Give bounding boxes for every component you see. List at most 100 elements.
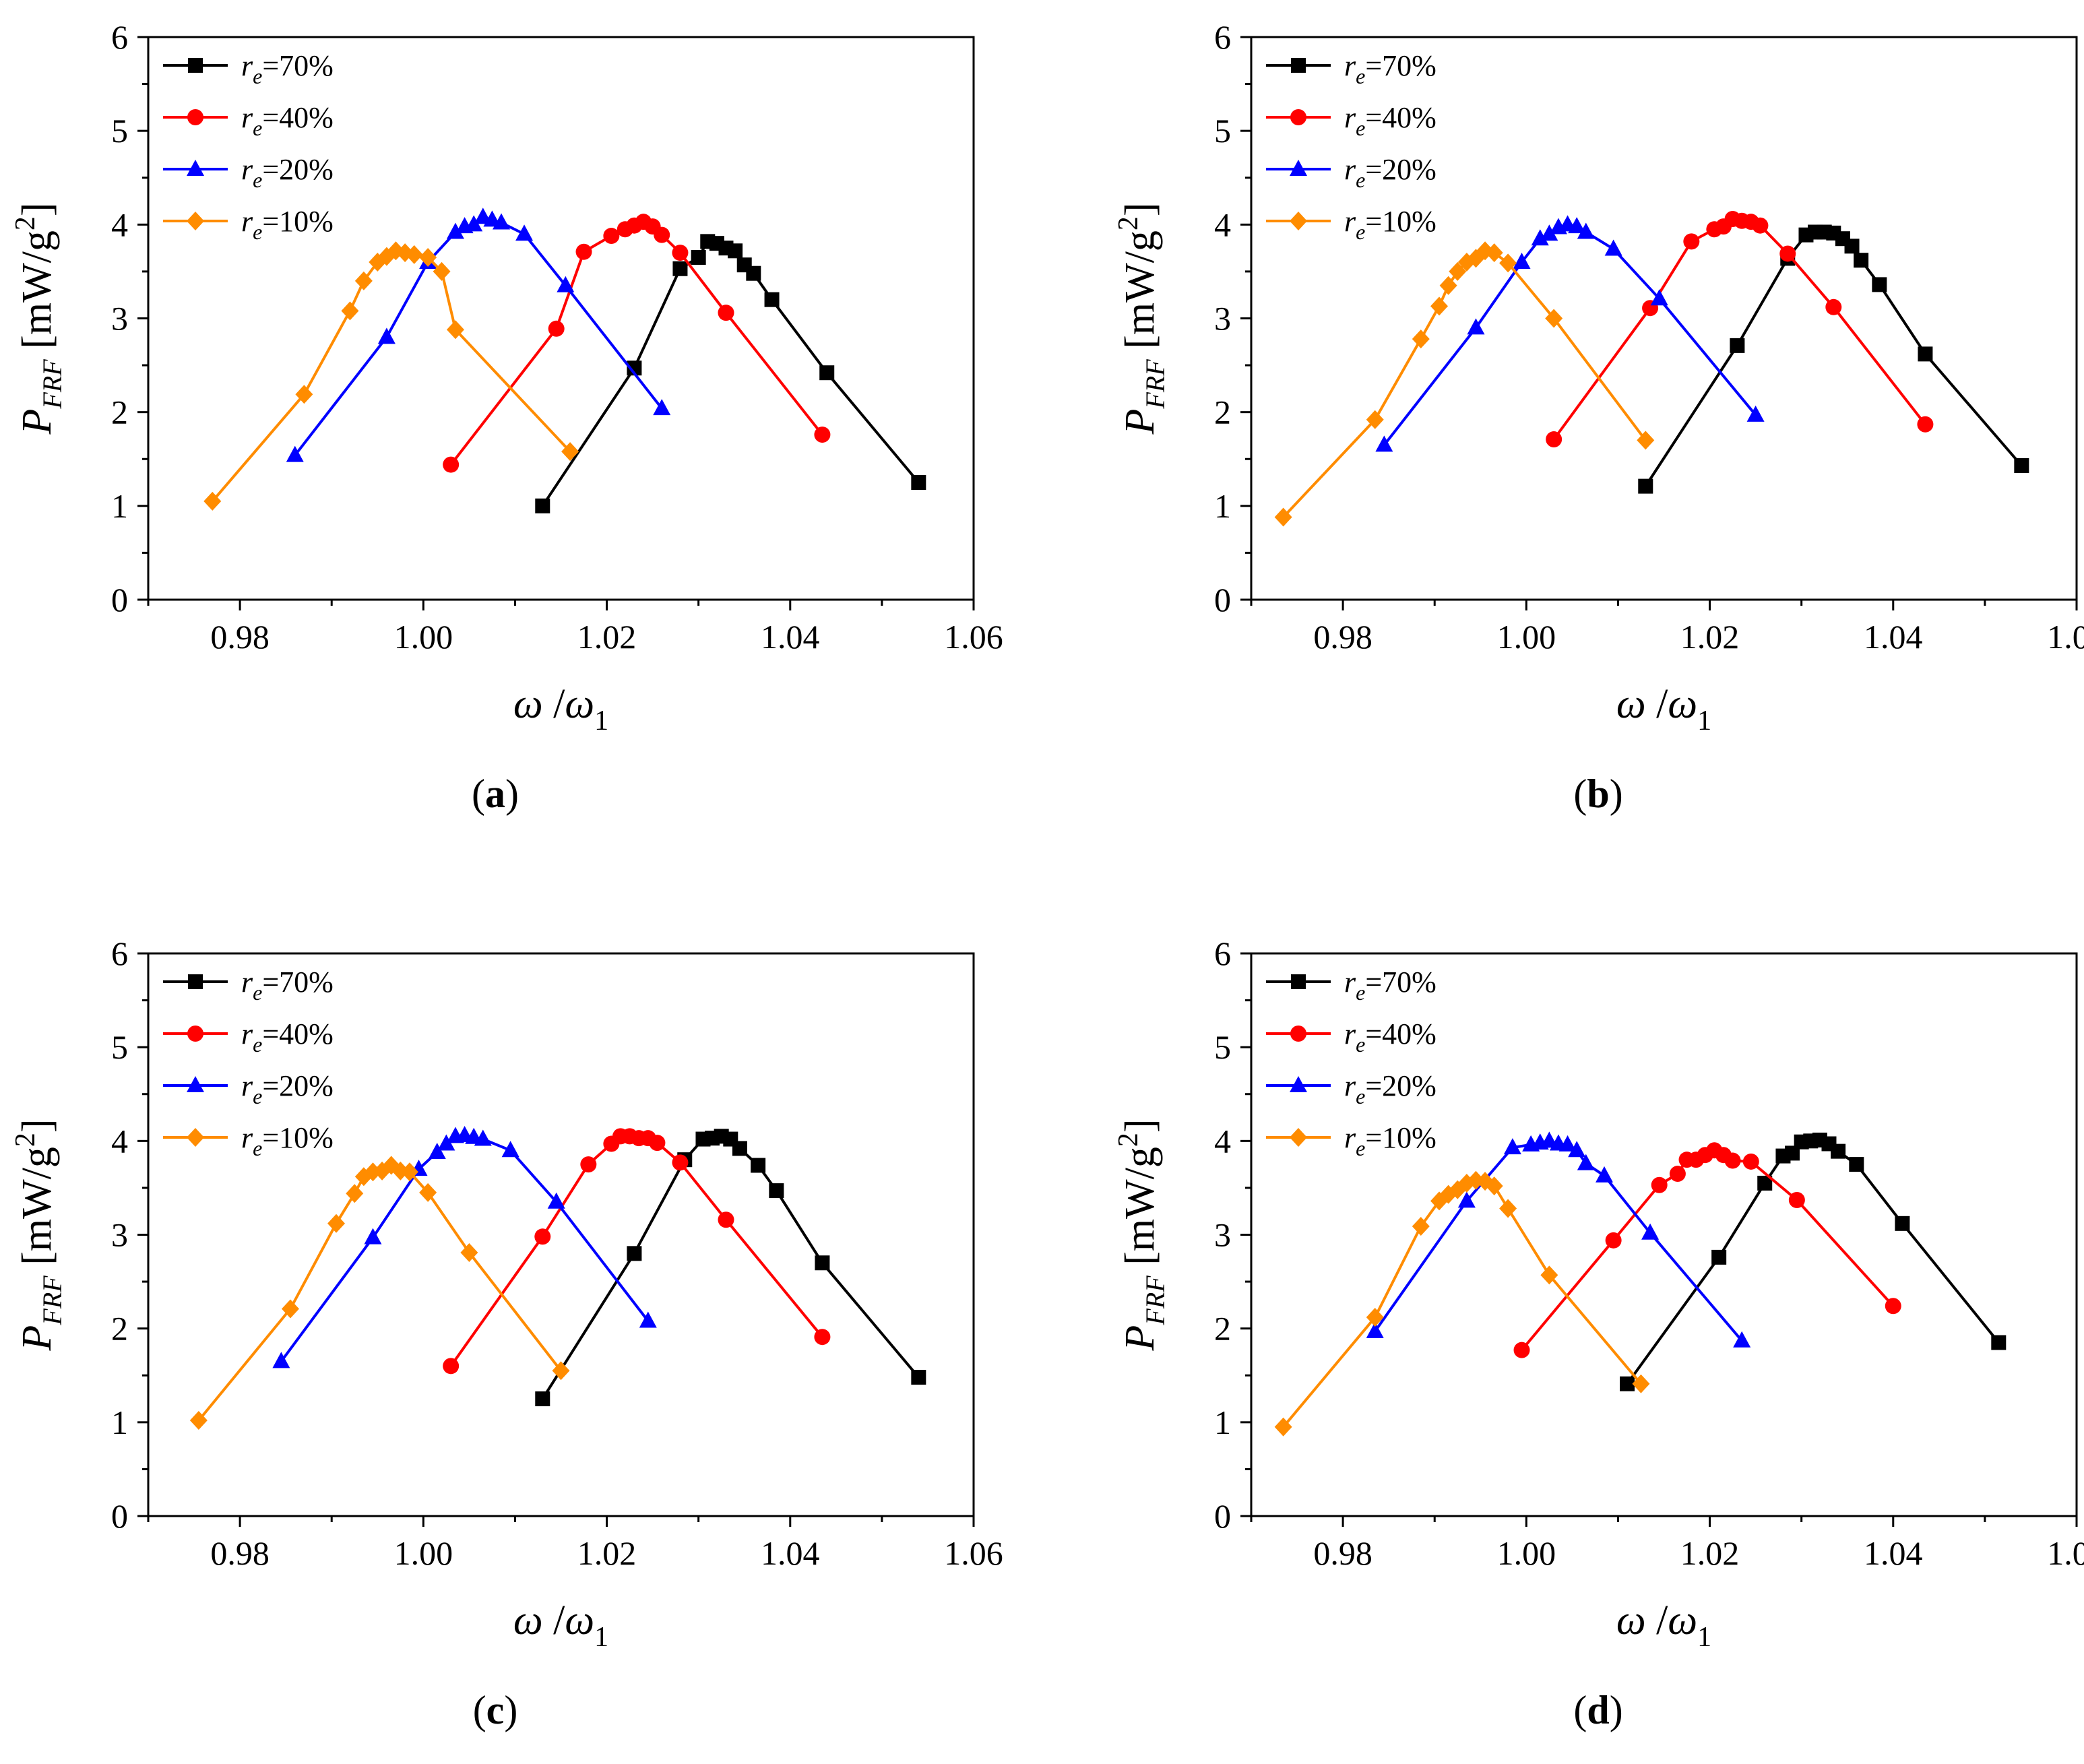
legend-label: re=40% <box>1344 101 1436 140</box>
data-point <box>728 243 743 259</box>
data-point <box>295 385 313 404</box>
data-point <box>433 261 451 281</box>
data-point <box>764 292 780 307</box>
series-line <box>1383 223 1757 446</box>
data-point <box>443 456 460 473</box>
data-point <box>1669 1166 1686 1183</box>
data-point <box>501 1141 519 1158</box>
legend-marker <box>1290 1026 1306 1042</box>
series-re70 <box>1620 1132 2007 1391</box>
legend-marker <box>1291 58 1306 73</box>
x-tick-label: 1.00 <box>1497 1534 1556 1572</box>
data-point <box>1503 1138 1521 1155</box>
data-point <box>1499 1199 1517 1218</box>
y-tick-label: 4 <box>1214 1122 1231 1160</box>
data-point <box>437 1134 455 1151</box>
y-tick-label: 0 <box>111 581 128 619</box>
legend-label: re=20% <box>1344 153 1436 192</box>
chart-panel-c: 0.98 1.00 1.02 1.04 1.06 0 1 2 3 4 5 6 ω /ω1 PFRF [mW… <box>10 935 1003 1732</box>
x-tick-label: 1.04 <box>1864 618 1923 656</box>
x-tick-label: 1.04 <box>761 1534 820 1572</box>
data-point <box>1849 1157 1864 1172</box>
x-tick-label: 0.98 <box>1313 1534 1372 1572</box>
y-tick-label: 0 <box>111 1497 128 1535</box>
data-point <box>1620 1376 1635 1391</box>
data-point <box>400 1162 418 1182</box>
data-point <box>1785 1145 1800 1161</box>
x-tick-label: 1.02 <box>577 618 637 656</box>
legend-label: re=20% <box>1344 1069 1436 1108</box>
data-point <box>465 215 483 232</box>
x-tick-label: 1.02 <box>1680 1534 1740 1572</box>
panel-caption: (a) <box>472 771 519 816</box>
series-re10 <box>203 241 579 511</box>
legend-label: re=10% <box>241 1121 334 1160</box>
data-point <box>1604 239 1622 256</box>
data-point <box>281 1299 299 1319</box>
data-point <box>1872 277 1887 292</box>
y-tick-label: 0 <box>1214 1497 1231 1535</box>
data-point <box>1779 245 1796 262</box>
legend-label: re=70% <box>1344 966 1436 1005</box>
data-point <box>718 1211 734 1228</box>
data-point <box>1274 507 1292 527</box>
y-tick-label: 1 <box>1214 487 1231 525</box>
y-axis-label: PFRF [mW/g2] <box>1113 203 1170 435</box>
y-tick-label: 3 <box>111 300 128 338</box>
data-point <box>1558 1135 1577 1152</box>
data-point <box>1513 1342 1530 1358</box>
data-point <box>672 261 688 276</box>
y-tick-label: 3 <box>111 1216 128 1254</box>
series-line <box>541 240 920 507</box>
series-line <box>211 249 571 503</box>
x-tick-label: 0.98 <box>1313 618 1372 656</box>
data-point <box>814 1329 831 1346</box>
legend-marker <box>187 1026 203 1042</box>
legend-label: re=70% <box>241 49 334 88</box>
data-point <box>419 248 437 267</box>
data-point <box>1917 416 1934 433</box>
legend-marker <box>1290 109 1306 125</box>
data-point <box>446 222 464 239</box>
data-point <box>1499 253 1517 273</box>
data-point <box>1412 329 1430 349</box>
data-point <box>911 1370 926 1385</box>
data-point <box>203 491 222 511</box>
data-point <box>1733 1331 1751 1348</box>
data-point <box>1366 1321 1384 1338</box>
data-point <box>2014 458 2029 473</box>
legend-marker <box>188 974 203 989</box>
series-line <box>449 220 823 466</box>
x-tick-label: 1.06 <box>944 1534 1003 1572</box>
data-point <box>1366 410 1384 429</box>
data-point <box>547 1192 565 1209</box>
y-tick-label: 3 <box>1214 1216 1231 1254</box>
data-point <box>548 320 565 337</box>
x-axis-label: ω /ω1 <box>513 681 608 736</box>
data-point <box>428 1143 446 1160</box>
data-point <box>405 245 423 264</box>
data-point <box>446 320 464 340</box>
legend-marker <box>1290 212 1307 230</box>
x-tick-label: 1.02 <box>577 1534 637 1572</box>
x-tick-label: 1.04 <box>1864 1534 1923 1572</box>
data-point <box>627 360 642 376</box>
data-point <box>1546 431 1562 448</box>
data-point <box>1711 1249 1727 1265</box>
x-tick-label: 0.98 <box>210 618 270 656</box>
y-tick-label: 3 <box>1214 300 1231 338</box>
series-line <box>1282 1178 1643 1428</box>
legend-marker <box>187 212 204 230</box>
x-axis-label: ω /ω1 <box>513 1598 608 1653</box>
data-point <box>815 1255 830 1271</box>
data-point <box>769 1183 784 1199</box>
data-point <box>575 243 592 260</box>
data-point <box>603 228 620 245</box>
x-tick-label: 1.00 <box>394 1534 453 1572</box>
data-point <box>1885 1298 1901 1315</box>
data-point <box>535 498 550 513</box>
data-point <box>561 442 579 462</box>
panel-caption: (d) <box>1573 1688 1622 1732</box>
data-point <box>1638 478 1653 494</box>
